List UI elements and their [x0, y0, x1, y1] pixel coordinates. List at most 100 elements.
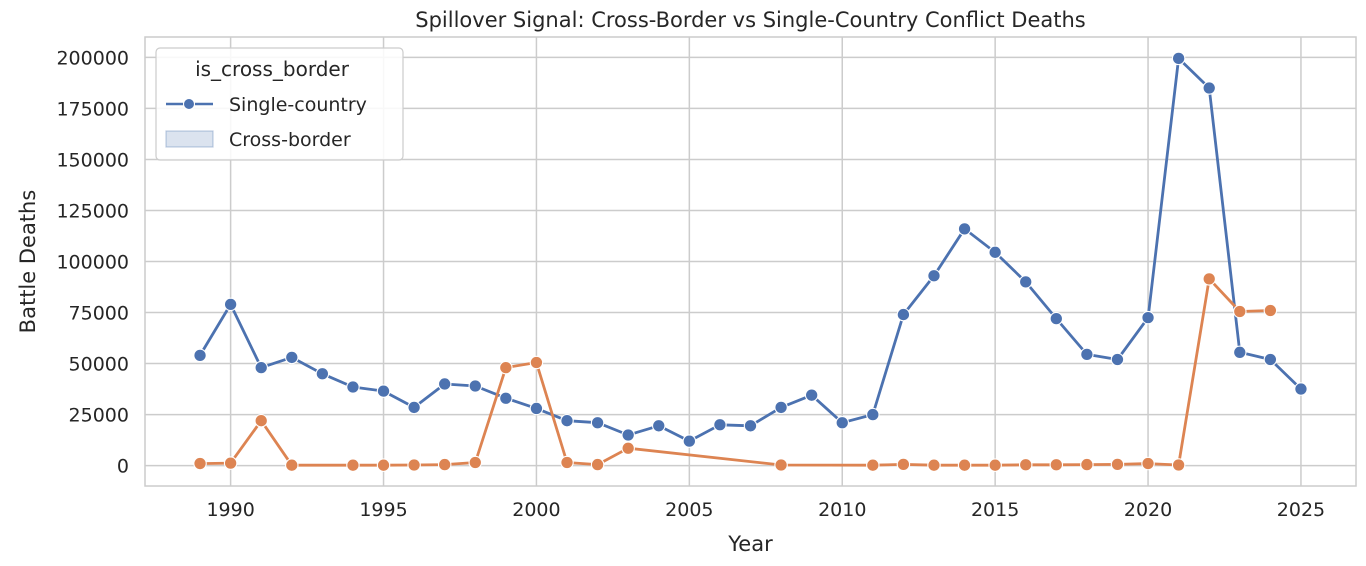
data-point: [682, 434, 697, 448]
x-axis-label: Year: [727, 532, 773, 556]
data-point: [499, 391, 513, 405]
y-tick-label: 50000: [69, 354, 129, 376]
legend-entry-cross-border: Cross-border: [165, 129, 351, 151]
data-point: [866, 458, 880, 472]
x-tick-label: 2010: [818, 499, 866, 521]
y-tick-label: 175000: [56, 98, 129, 120]
data-point: [1049, 458, 1064, 472]
data-point: [988, 245, 1002, 260]
legend-dot-icon: [183, 98, 195, 110]
data-point: [376, 384, 391, 398]
x-tick-label: 1990: [206, 499, 254, 521]
data-point: [621, 441, 635, 455]
data-point: [407, 458, 421, 472]
data-point: [957, 458, 972, 472]
data-point: [1141, 456, 1155, 471]
legend-label-cross-border: Cross-border: [229, 129, 351, 151]
data-point: [590, 415, 605, 430]
data-point: [1171, 51, 1186, 66]
data-point: [835, 415, 849, 430]
data-point: [1233, 345, 1247, 360]
legend-title: is_cross_border: [195, 57, 350, 81]
data-point: [560, 455, 574, 470]
data-point: [1294, 382, 1308, 396]
data-point: [1080, 457, 1094, 472]
y-tick-label: 100000: [56, 252, 129, 274]
data-point: [1202, 81, 1216, 95]
ticks-layer: 1990 1995 2000 2005 2010 2015 2020 2025 0 25000 50…: [56, 47, 1325, 521]
data-point: [529, 401, 544, 416]
data-point: [468, 379, 483, 393]
data-point: [407, 400, 421, 415]
legend-patch-icon: [165, 130, 214, 148]
y-tick-label: 0: [117, 456, 129, 478]
y-tick-label: 125000: [56, 200, 129, 222]
data-point: [988, 458, 1002, 472]
data-point: [866, 407, 880, 422]
data-point: [1018, 275, 1033, 289]
legend: is_cross_border Single-country Cross-bor…: [155, 47, 404, 161]
series-0: [193, 51, 1308, 448]
data-point: [774, 400, 788, 415]
data-point: [1263, 352, 1278, 367]
data-point: [1080, 347, 1094, 362]
x-tick-label: 2015: [971, 499, 1019, 521]
data-point: [437, 377, 452, 391]
data-point: [254, 360, 268, 375]
data-point: [743, 419, 758, 433]
data-point: [1141, 310, 1155, 325]
y-tick-label: 200000: [56, 47, 129, 69]
data-point: [1018, 458, 1033, 472]
y-axis-label: Battle Deaths: [16, 190, 40, 334]
data-point: [1263, 303, 1278, 318]
plot-frame: [144, 36, 1357, 487]
data-point: [1233, 304, 1247, 319]
data-point: [346, 380, 360, 394]
x-tick-label: 1995: [359, 499, 407, 521]
data-point: [652, 419, 666, 433]
legend-label-single-country: Single-country: [229, 94, 367, 116]
data-point: [285, 350, 299, 365]
chart-title: Spillover Signal: Cross-Border vs Single…: [415, 8, 1085, 32]
y-tick-label: 150000: [56, 149, 129, 171]
x-tick-label: 2020: [1124, 499, 1172, 521]
data-point: [1049, 311, 1064, 326]
x-tick-label: 2005: [665, 499, 713, 521]
data-point: [254, 413, 268, 428]
legend-entry-single-country: Single-country: [166, 94, 367, 116]
data-point: [896, 457, 911, 472]
data-point: [285, 458, 299, 472]
x-tick-label: 2000: [512, 499, 560, 521]
x-tick-label: 2025: [1277, 499, 1325, 521]
data-point: [499, 360, 513, 375]
data-point: [927, 458, 941, 472]
data-point: [223, 297, 238, 312]
data-point: [376, 458, 391, 472]
data-point: [193, 348, 207, 363]
data-point: [1202, 272, 1216, 286]
data-point: [713, 418, 727, 432]
series-1: [193, 272, 1278, 472]
data-point: [529, 355, 544, 370]
data-point: [804, 388, 819, 402]
data-point: [1171, 458, 1186, 472]
series-layer: [193, 51, 1308, 472]
data-point: [590, 457, 605, 472]
data-point: [774, 458, 788, 472]
data-point: [957, 222, 972, 236]
legend-box: [155, 47, 404, 161]
data-point: [927, 269, 941, 283]
data-point: [315, 366, 330, 381]
y-tick-label: 75000: [69, 303, 129, 325]
data-point: [346, 458, 360, 472]
data-point: [621, 428, 635, 442]
y-tick-label: 25000: [69, 405, 129, 427]
data-point: [560, 413, 574, 428]
data-point: [193, 456, 207, 471]
data-point: [1110, 457, 1125, 472]
data-point: [896, 307, 911, 322]
data-point: [1110, 352, 1125, 367]
data-point: [223, 456, 238, 470]
data-point: [437, 457, 452, 472]
